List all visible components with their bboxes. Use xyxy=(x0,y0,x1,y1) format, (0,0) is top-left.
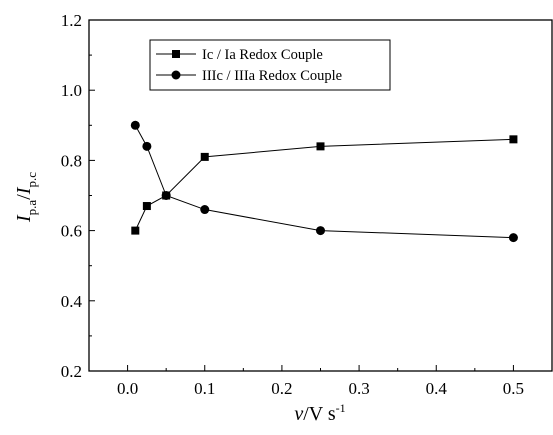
y-axis-title: Ip.a/Ip.c xyxy=(13,172,39,223)
y-tick-label: 0.4 xyxy=(61,292,83,311)
y-axis-title-slash: / xyxy=(13,194,35,200)
series-layer xyxy=(130,120,518,243)
x-tick-label: 0.2 xyxy=(271,379,292,398)
data-point-circle xyxy=(161,191,171,200)
data-point-circle xyxy=(130,120,140,130)
legend-marker-circle xyxy=(171,70,181,80)
y-tick-label: 1.2 xyxy=(61,11,82,30)
y-tick-label: 0.2 xyxy=(61,362,82,381)
legend-label-series-1: Ic / Ia Redox Couple xyxy=(202,47,323,63)
y-tick-label: 0.8 xyxy=(61,151,82,170)
data-point-circle xyxy=(316,226,325,236)
data-point-square xyxy=(131,226,140,235)
y-tick-label: 0.6 xyxy=(61,222,82,241)
x-tick-label: 0.5 xyxy=(503,379,524,398)
data-point-circle xyxy=(142,141,152,151)
y-axis-title-i2: I xyxy=(13,186,35,195)
x-axis-title-exponent: -1 xyxy=(336,401,346,415)
x-axis-title-var: v xyxy=(294,403,303,425)
x-tick-label: 0.0 xyxy=(117,379,138,398)
x-tick-label: 0.1 xyxy=(194,379,215,398)
legend-label-series-2: IIIc / IIIa Redox Couple xyxy=(202,68,342,84)
y-axis-ticks: 0.2 0.4 0.6 0.8 1.0 1.2 xyxy=(61,11,95,381)
y-axis-title-i1: I xyxy=(13,214,35,223)
y-tick-label: 1.0 xyxy=(61,81,82,100)
series-line-1 xyxy=(134,138,514,231)
x-axis-ticks: 0.0 0.1 0.2 0.3 0.4 0.5 xyxy=(88,365,524,398)
legend-box xyxy=(149,39,391,91)
data-point-circle xyxy=(508,233,518,243)
legend: Ic / Ia Redox Couple IIIc / IIIa Redox C… xyxy=(149,39,391,91)
data-point-square xyxy=(316,142,325,151)
data-point-square xyxy=(142,202,151,211)
x-tick-label: 0.3 xyxy=(348,379,369,398)
x-axis-title-unit: /V s xyxy=(303,403,336,425)
series-line-2 xyxy=(134,125,514,239)
y-axis-title-sub1: p.a xyxy=(24,200,39,216)
legend-marker-square xyxy=(172,50,180,58)
data-point-square xyxy=(509,135,518,144)
y-axis-title-sub2: p.c xyxy=(24,172,39,188)
x-tick-label: 0.4 xyxy=(426,379,448,398)
data-point-circle xyxy=(200,205,210,215)
x-axis-title: v/V s-1 xyxy=(294,401,345,425)
data-point-square xyxy=(200,152,209,161)
